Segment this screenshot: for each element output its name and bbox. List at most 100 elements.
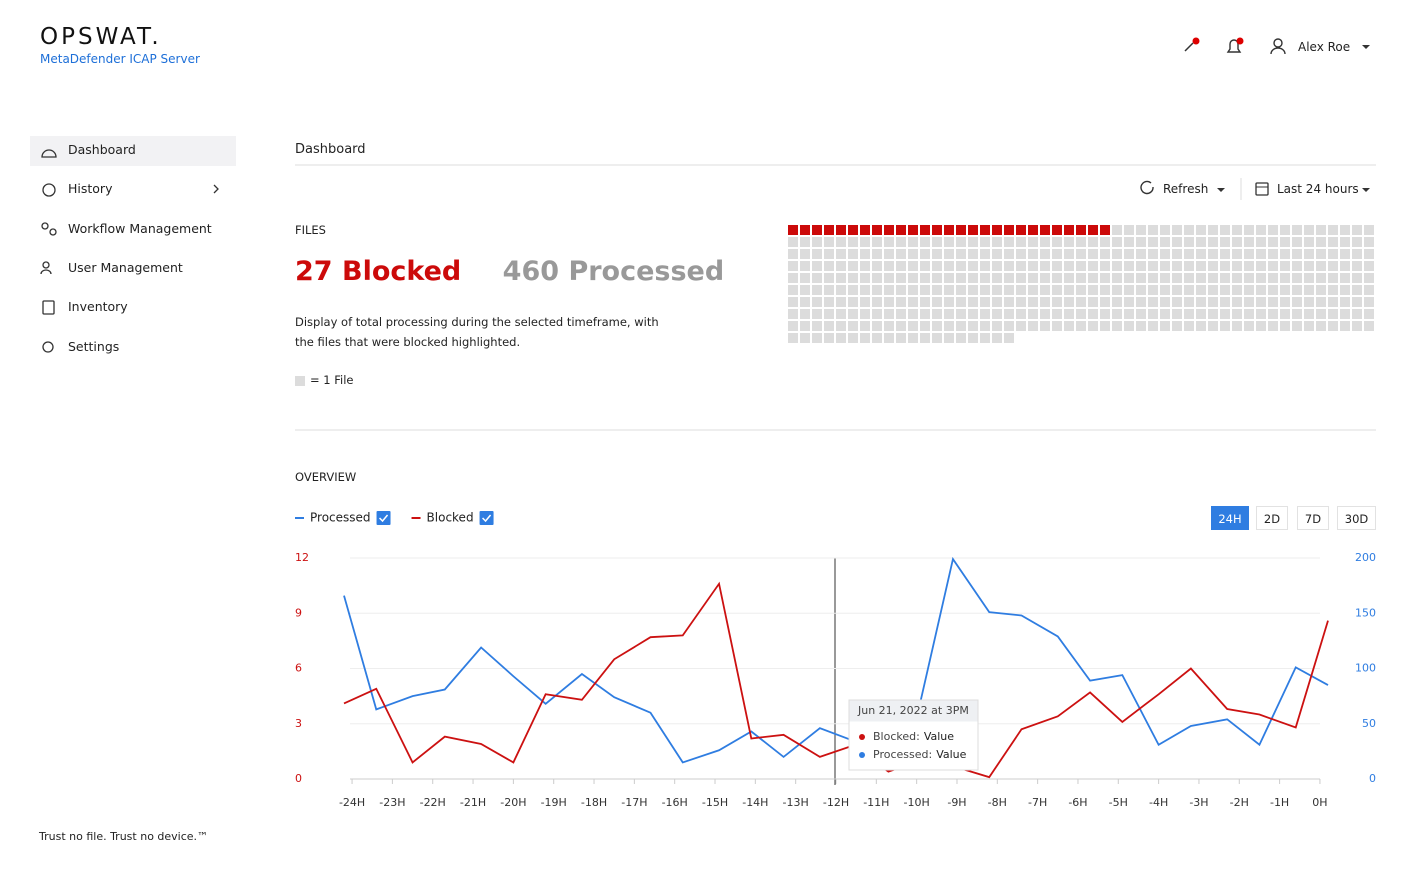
files-summary: 27 Blocked 460 Processed bbox=[295, 256, 724, 287]
processed-file bbox=[1016, 249, 1026, 259]
processed-file bbox=[1352, 321, 1362, 331]
blocked-file bbox=[932, 225, 942, 235]
processed-file bbox=[1352, 273, 1362, 283]
processed-file bbox=[1172, 321, 1182, 331]
processed-file bbox=[1124, 309, 1134, 319]
processed-file bbox=[1088, 261, 1098, 271]
processed-file bbox=[1256, 261, 1266, 271]
processed-file bbox=[1136, 321, 1146, 331]
x-tick-label: -16H bbox=[662, 796, 688, 809]
processed-file bbox=[944, 321, 954, 331]
processed-file bbox=[1280, 285, 1290, 295]
processed-file bbox=[1292, 249, 1302, 259]
processed-file bbox=[1076, 237, 1086, 247]
range-button[interactable]: 7D bbox=[1297, 506, 1329, 530]
processed-file bbox=[860, 273, 870, 283]
processed-file bbox=[1208, 321, 1218, 331]
processed-file bbox=[956, 237, 966, 247]
processed-file bbox=[1160, 297, 1170, 307]
blocked-file bbox=[896, 225, 906, 235]
x-tick-label: -1H bbox=[1270, 796, 1289, 809]
x-tick-label: -5H bbox=[1109, 796, 1128, 809]
processed-file bbox=[1124, 273, 1134, 283]
user-icon[interactable] bbox=[1270, 38, 1370, 55]
processed-file bbox=[788, 249, 798, 259]
processed-file bbox=[1184, 237, 1194, 247]
processed-file bbox=[1196, 297, 1206, 307]
processed-file bbox=[872, 249, 882, 259]
legend-checkbox[interactable] bbox=[376, 511, 391, 525]
processed-file bbox=[1196, 273, 1206, 283]
processed-file bbox=[1340, 225, 1350, 235]
processed-file bbox=[1232, 273, 1242, 283]
processed-file bbox=[968, 273, 978, 283]
processed-file bbox=[908, 249, 918, 259]
checkbox-box bbox=[479, 511, 494, 525]
link-icon[interactable] bbox=[1184, 37, 1200, 52]
processed-file bbox=[1304, 309, 1314, 319]
processed-file bbox=[1148, 321, 1158, 331]
nav-item[interactable]: Dashboard bbox=[68, 142, 136, 157]
refresh-button[interactable]: Refresh bbox=[1163, 182, 1209, 196]
processed-file bbox=[1352, 237, 1362, 247]
refresh-icon[interactable] bbox=[1140, 180, 1225, 195]
processed-file bbox=[1280, 297, 1290, 307]
processed-file bbox=[1160, 309, 1170, 319]
processed-file bbox=[1028, 321, 1038, 331]
processed-file bbox=[908, 285, 918, 295]
processed-file bbox=[860, 297, 870, 307]
waffle-legend-swatch bbox=[295, 376, 305, 386]
nav-item[interactable]: User Management bbox=[68, 259, 183, 275]
processed-file bbox=[1292, 237, 1302, 247]
processed-file bbox=[1256, 249, 1266, 259]
nav-item[interactable]: Settings bbox=[68, 338, 120, 354]
processed-file bbox=[1016, 297, 1026, 307]
processed-file bbox=[1052, 237, 1062, 247]
processed-file bbox=[1040, 261, 1050, 271]
processed-file bbox=[908, 273, 918, 283]
processed-file bbox=[1196, 249, 1206, 259]
processed-file bbox=[1184, 321, 1194, 331]
processed-file bbox=[980, 333, 990, 343]
processed-file bbox=[896, 309, 906, 319]
nav-item[interactable]: Inventory bbox=[68, 299, 128, 315]
range-button[interactable]: 24H bbox=[1211, 506, 1249, 530]
processed-file bbox=[1340, 309, 1350, 319]
calendar-icon[interactable] bbox=[1255, 182, 1370, 196]
processed-file bbox=[1304, 321, 1314, 331]
processed-file bbox=[1196, 237, 1206, 247]
nav-item[interactable]: Workflow Management bbox=[68, 220, 212, 236]
range-button[interactable]: 2D bbox=[1256, 506, 1288, 530]
logo: OPSWAT. bbox=[40, 24, 162, 50]
processed-file bbox=[1316, 261, 1326, 271]
processed-file bbox=[920, 237, 930, 247]
processed-file bbox=[1232, 309, 1242, 319]
nav-item[interactable]: History bbox=[68, 181, 113, 197]
range-picker[interactable]: Last 24 hours bbox=[1277, 182, 1359, 196]
processed-file bbox=[980, 285, 990, 295]
processed-file bbox=[980, 321, 990, 331]
legend-checkbox[interactable] bbox=[479, 511, 494, 525]
range-button[interactable]: 30D bbox=[1337, 506, 1376, 530]
processed-file bbox=[1340, 285, 1350, 295]
processed-file bbox=[848, 333, 858, 343]
blocked-file bbox=[1064, 225, 1074, 235]
processed-file bbox=[1148, 285, 1158, 295]
processed-file bbox=[824, 273, 834, 283]
processed-file bbox=[1004, 321, 1014, 331]
processed-file bbox=[896, 297, 906, 307]
processed-file bbox=[1184, 261, 1194, 271]
processed-file bbox=[1124, 237, 1134, 247]
processed-file bbox=[1052, 249, 1062, 259]
processed-file bbox=[1100, 273, 1110, 283]
y-tick-label: 0 bbox=[295, 772, 302, 785]
processed-file bbox=[1136, 225, 1146, 235]
processed-file bbox=[1148, 237, 1158, 247]
processed-file bbox=[1124, 249, 1134, 259]
user-name[interactable]: Alex Roe bbox=[1298, 40, 1351, 54]
x-tick-label: -2H bbox=[1230, 796, 1249, 809]
series-line bbox=[343, 556, 1329, 764]
processed-file bbox=[1364, 297, 1374, 307]
bell-icon[interactable] bbox=[1226, 37, 1244, 53]
